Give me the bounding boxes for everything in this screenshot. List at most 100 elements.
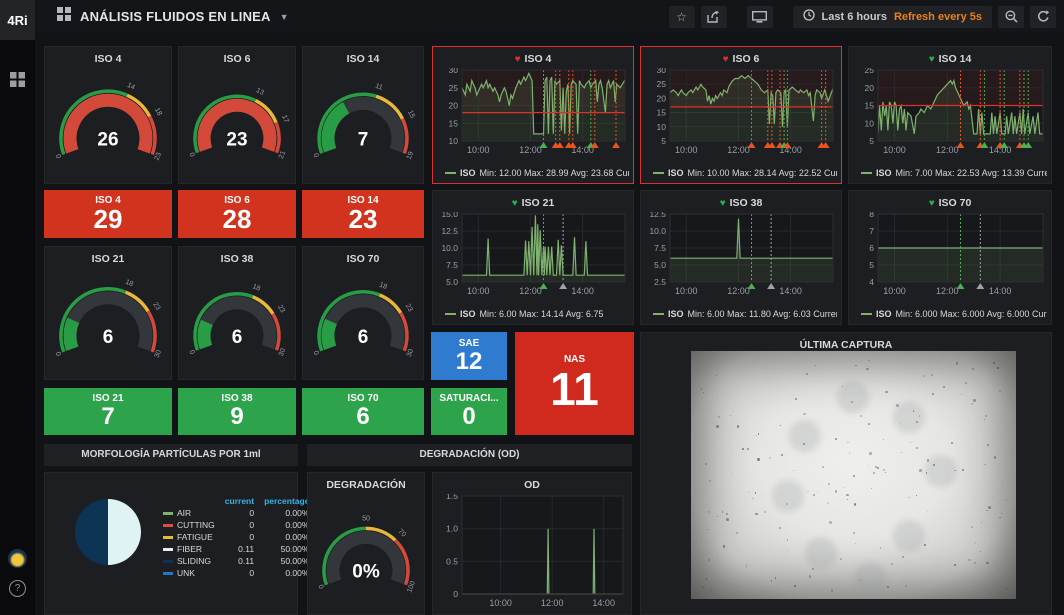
ok-heart-icon: ♥: [719, 198, 726, 209]
panel-title[interactable]: ISO 6: [223, 53, 251, 65]
legend-series[interactable]: ISO: [668, 309, 684, 319]
legend-series[interactable]: ISO: [876, 309, 892, 319]
legend-series[interactable]: ISO: [876, 168, 892, 178]
legend-series[interactable]: ISO: [668, 168, 684, 178]
svg-text:14:00: 14:00: [989, 286, 1012, 296]
panel-title[interactable]: OD: [524, 479, 540, 491]
legend-row-sliding[interactable]: SLIDING 0.11 50.00%: [153, 555, 309, 567]
stat-iso70[interactable]: ISO 70 6: [302, 388, 424, 435]
svg-text:2.5: 2.5: [654, 277, 666, 287]
svg-text:13: 13: [255, 87, 265, 97]
stat-saturacion[interactable]: SATURACI... 0: [431, 388, 507, 435]
user-avatar[interactable]: [0, 549, 35, 568]
svg-text:10.0: 10.0: [649, 226, 666, 236]
svg-text:18: 18: [153, 107, 163, 117]
svg-text:21: 21: [278, 150, 287, 160]
legend-col-current[interactable]: current: [224, 496, 255, 506]
help-icon[interactable]: ?: [0, 580, 35, 597]
logo[interactable]: 4Ri: [0, 0, 35, 40]
graph-iso6[interactable]: 30 25 20 15 10 5 10:00 12:00 14:00: [644, 65, 838, 157]
panel-title[interactable]: ISO 21: [91, 253, 125, 265]
panel-title[interactable]: ÚLTIMA CAPTURA: [799, 339, 893, 351]
legend-series[interactable]: ISO: [460, 168, 476, 178]
svg-text:20: 20: [865, 83, 875, 93]
svg-text:30: 30: [154, 349, 163, 359]
ok-heart-icon: ♥: [928, 54, 935, 65]
time-picker[interactable]: Last 6 hours Refresh every 5s: [792, 5, 992, 28]
sidebar-dashboards-icon[interactable]: [0, 72, 35, 87]
row-header-degradacion[interactable]: DEGRADACIÓN (OD): [307, 444, 632, 466]
graph-od[interactable]: 1.5 1.0 0.5 0 10:00 12:00 14:00: [436, 491, 628, 610]
stat-title: ISO 6: [224, 194, 250, 206]
svg-text:5: 5: [869, 136, 874, 146]
stat-nas[interactable]: NAS 11: [515, 332, 634, 435]
panel-title[interactable]: ♥ ISO 21: [511, 197, 555, 209]
graph-iso38[interactable]: 12.5 10.0 7.5 5.0 2.5 10:00 12:00 14:00: [644, 209, 838, 298]
panel-title[interactable]: ♥ ISO 70: [928, 197, 972, 209]
stat-sae[interactable]: SAE 12: [431, 332, 507, 380]
stat-iso14[interactable]: ISO 14 23: [302, 190, 424, 238]
graph-iso14[interactable]: 25 20 15 10 5 10:00 12:00 14:00: [852, 65, 1048, 157]
legend-series[interactable]: ISO: [460, 309, 476, 319]
panel-title[interactable]: ISO 38: [220, 253, 254, 265]
legend-row-fiber[interactable]: FIBER 0.11 50.00%: [153, 543, 309, 555]
svg-text:12.5: 12.5: [649, 212, 666, 219]
svg-text:18: 18: [251, 283, 261, 292]
panel-title[interactable]: ♥ ISO 6: [722, 53, 760, 65]
svg-text:10:00: 10:00: [883, 145, 906, 155]
svg-text:6: 6: [869, 243, 874, 253]
dashboard-title[interactable]: ANÁLISIS FLUIDOS EN LINEA: [80, 9, 271, 24]
stat-value: 11: [550, 362, 599, 415]
stat-iso4[interactable]: ISO 4 29: [44, 190, 172, 238]
refresh-interval-label[interactable]: Refresh every 5s: [893, 10, 982, 23]
legend-row-unk[interactable]: UNK 0 0.00%: [153, 567, 309, 579]
graph-iso4[interactable]: 30 25 20 15 10 10:00 12:00 14:00: [436, 65, 630, 157]
refresh-button[interactable]: [1030, 5, 1056, 28]
chevron-down-icon[interactable]: ▼: [279, 11, 289, 22]
tv-mode-button[interactable]: [746, 5, 773, 28]
row-header-morfologia[interactable]: MORFOLOGÍA PARTÍCULAS POR 1ml: [44, 444, 298, 466]
star-button[interactable]: ☆: [668, 5, 695, 28]
svg-text:0: 0: [312, 153, 320, 159]
panel-graph-iso14: ♥ ISO 14 25 20 15 10 5 10:00 12:00 14:00 ISO Min:…: [848, 46, 1052, 184]
svg-text:19: 19: [406, 151, 415, 161]
panel-graph-iso4: ♥ ISO 4 30 25 20 15 10 10:00 12:00 14:00 ISO Min:…: [432, 46, 634, 184]
svg-text:15: 15: [449, 118, 459, 128]
panel-title[interactable]: ISO 70: [346, 253, 380, 265]
legend-row-cutting[interactable]: CUTTING 0 0.00%: [153, 519, 309, 531]
series-swatch: [163, 512, 173, 516]
svg-text:0: 0: [187, 349, 195, 355]
legend-row-air[interactable]: AIR 0 0.00%: [153, 507, 309, 519]
dashboard-grid-icon[interactable]: [57, 7, 71, 26]
graph-iso70[interactable]: 8 7 6 5 4 10:00 12:00 14:00: [852, 209, 1048, 298]
series-swatch: [163, 572, 173, 576]
gauge-iso14: 0 11 15 19 7: [303, 69, 423, 179]
svg-text:14:00: 14:00: [779, 145, 802, 155]
share-button[interactable]: [700, 5, 727, 28]
svg-text:15: 15: [865, 101, 875, 111]
svg-text:0: 0: [316, 584, 324, 590]
pie-chart[interactable]: [75, 499, 141, 565]
svg-text:7.5: 7.5: [446, 260, 458, 270]
legend-col-percentage[interactable]: percentage: [264, 496, 310, 506]
svg-text:5: 5: [869, 260, 874, 270]
stat-iso21[interactable]: ISO 21 7: [44, 388, 172, 435]
panel-title[interactable]: ISO 4: [94, 53, 122, 65]
panel-title[interactable]: ISO 14: [346, 53, 380, 65]
panel-title[interactable]: ♥ ISO 14: [928, 53, 972, 65]
panel-title[interactable]: ♥ ISO 4: [514, 53, 552, 65]
panel-title[interactable]: DEGRADACIÓN: [326, 479, 406, 491]
svg-text:0%: 0%: [352, 561, 380, 582]
zoom-out-button[interactable]: [998, 5, 1024, 28]
svg-text:0: 0: [453, 589, 458, 599]
svg-text:12:00: 12:00: [727, 145, 750, 155]
graph-iso21[interactable]: 15.0 12.5 10.0 7.5 5.0 10:00 12:00 14:00: [436, 209, 630, 298]
legend-row-fatigue[interactable]: FATIGUE 0 0.00%: [153, 531, 309, 543]
stat-iso38[interactable]: ISO 38 9: [178, 388, 296, 435]
panel-title[interactable]: ♥ ISO 38: [719, 197, 763, 209]
stat-value: 23: [348, 203, 378, 234]
stat-iso6[interactable]: ISO 6 28: [178, 190, 296, 238]
panel-gauge-iso4: ISO 4 0 14 18 23 26: [44, 46, 172, 184]
